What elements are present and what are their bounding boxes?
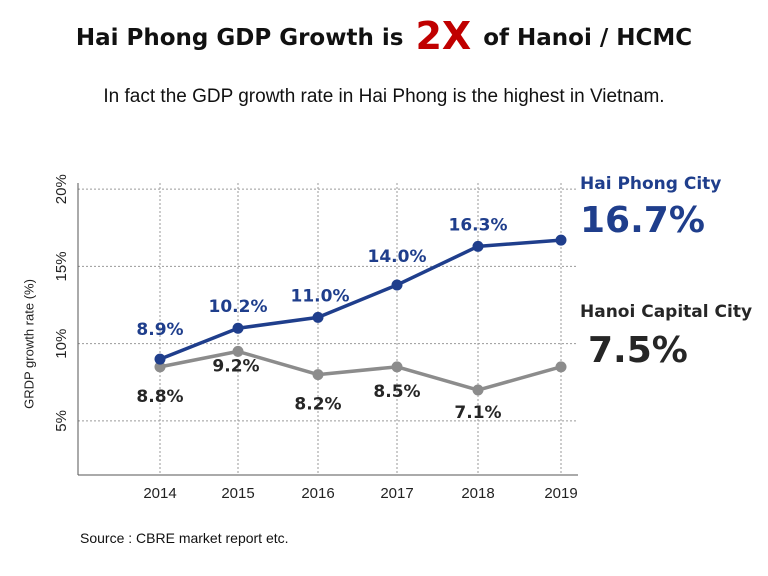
y-axis-title: GRDP growth rate (%) xyxy=(21,279,36,409)
hai-phong-series-line xyxy=(159,238,562,361)
y-tick-label: 20% xyxy=(53,174,70,204)
hai-phong-point xyxy=(391,279,403,291)
title-start: Hai Phong GDP Growth is xyxy=(75,25,404,51)
hanoi-point xyxy=(555,361,567,373)
hai-phong-end-value: 16.7% xyxy=(580,200,705,241)
hanoi-data-label: 8.5% xyxy=(373,382,420,402)
hanoi-point xyxy=(154,361,166,373)
chart-title: Hai Phong GDP Growth is 2X of Hanoi / HC… xyxy=(0,14,768,58)
hanoi-end-value: 7.5% xyxy=(588,330,688,371)
x-tick-label: 2017 xyxy=(380,485,413,502)
hai-phong-point xyxy=(312,311,324,323)
hai-phong-data-label: 10.2% xyxy=(209,297,268,317)
hai-phong-data-label: 11.0% xyxy=(291,286,350,306)
y-tick-label: 15% xyxy=(53,251,70,281)
chart-subtitle: In fact the GDP growth rate in Hai Phong… xyxy=(103,86,665,107)
y-tick-label: 5% xyxy=(53,410,70,432)
x-tick-label: 2018 xyxy=(461,485,494,502)
x-tick-label: 2015 xyxy=(221,485,254,502)
hanoi-data-label: 8.8% xyxy=(136,387,183,407)
hanoi-data-label: 9.2% xyxy=(212,356,259,376)
hai-phong-data-label: 14.0% xyxy=(368,247,427,267)
hai-phong-data-label: 8.9% xyxy=(136,320,183,340)
hanoi-point xyxy=(391,361,403,373)
x-tick-label: 2016 xyxy=(301,485,334,502)
hanoi-series-line xyxy=(159,349,562,392)
hai-phong-data-label: 16.3% xyxy=(449,215,508,235)
hanoi-point xyxy=(232,345,244,357)
x-tick-label: 2014 xyxy=(143,485,176,502)
hanoi-data-label: 8.2% xyxy=(294,395,341,415)
hai-phong-point xyxy=(154,353,166,365)
hanoi-legend-label: Hanoi Capital City xyxy=(580,302,753,322)
hanoi-data-label: 7.1% xyxy=(454,403,501,423)
hai-phong-legend-label: Hai Phong City xyxy=(580,174,722,194)
hai-phong-point xyxy=(472,240,484,252)
x-tick-label: 2019 xyxy=(544,485,577,502)
hanoi-point xyxy=(312,369,324,381)
source-note: Source : CBRE market report etc. xyxy=(80,530,289,546)
hai-phong-point xyxy=(555,234,567,246)
hanoi-point xyxy=(472,384,484,396)
title-end: of Hanoi / HCMC xyxy=(483,25,693,51)
y-tick-label: 10% xyxy=(53,329,70,359)
title-emphasis: 2X xyxy=(415,14,472,58)
hai-phong-point xyxy=(232,322,244,334)
